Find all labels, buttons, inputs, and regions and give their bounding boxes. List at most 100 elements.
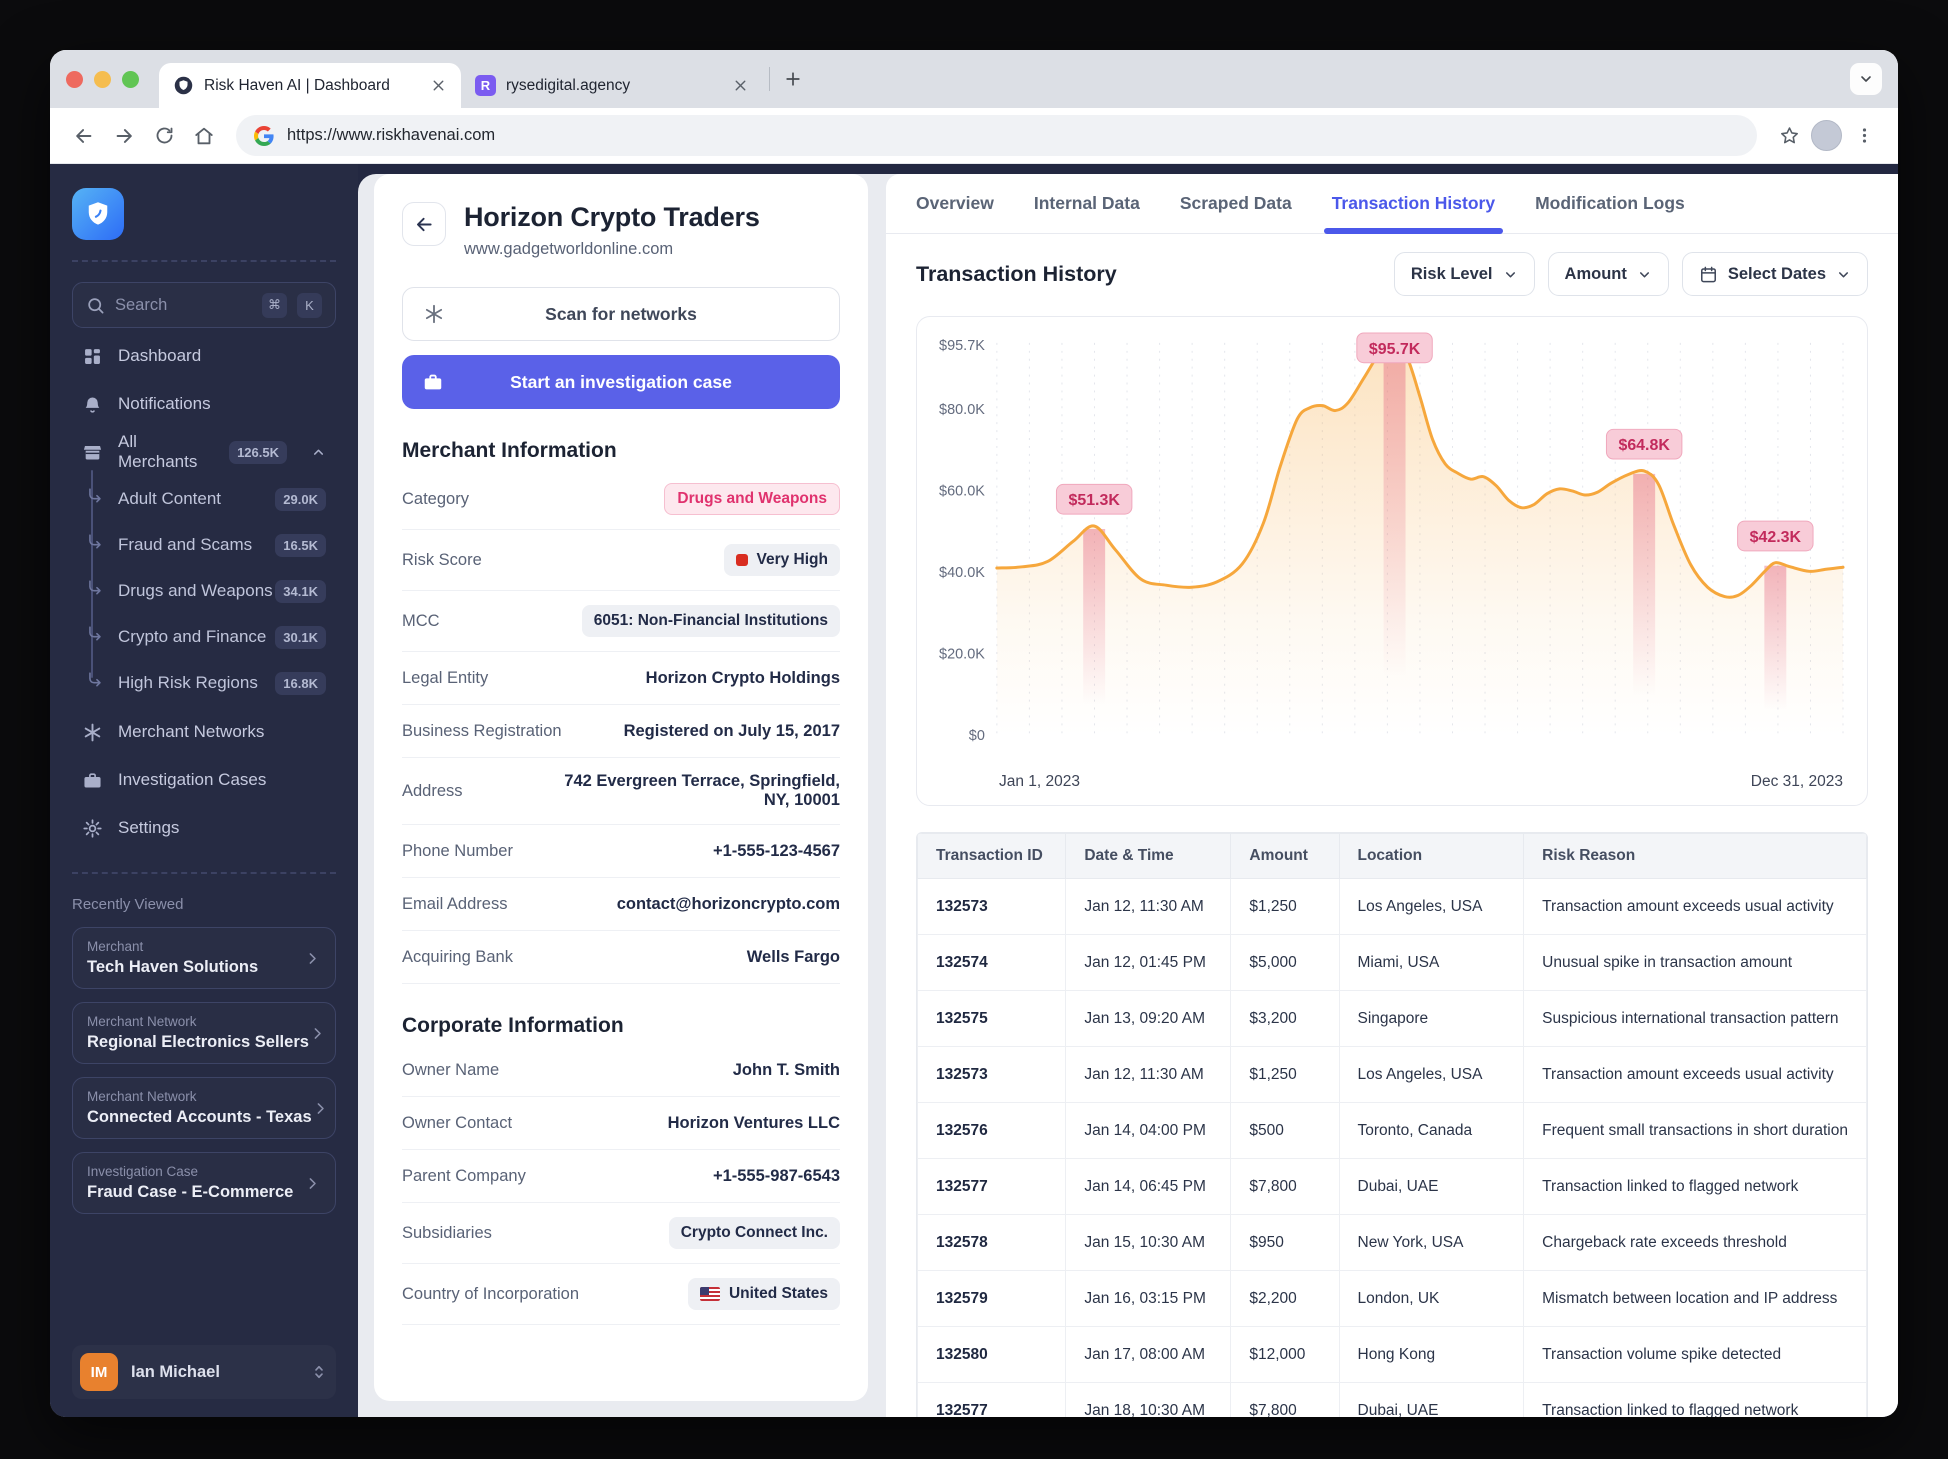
table-row[interactable]: 132573 Jan 12, 11:30 AM $1,250 Los Angeles,… bbox=[917, 1046, 1867, 1103]
info-row-business-registration: Business Registration Registered on July … bbox=[402, 705, 840, 758]
info-row-legal-entity: Legal Entity Horizon Crypto Holdings bbox=[402, 652, 840, 705]
forward-nav-icon[interactable] bbox=[106, 118, 142, 154]
search-box[interactable]: ⌘ K bbox=[72, 282, 336, 328]
sidebar-item-label: Settings bbox=[118, 818, 180, 837]
tab-modification-logs[interactable]: Modification Logs bbox=[1535, 193, 1685, 213]
info-label: Email Address bbox=[402, 894, 508, 913]
us-flag-icon bbox=[699, 1287, 720, 1301]
cell-location: Miami, USA bbox=[1338, 934, 1525, 991]
close-tab-icon[interactable] bbox=[430, 77, 447, 94]
sidebar-item-all-merchants[interactable]: All Merchants 126.5K bbox=[72, 428, 336, 476]
search-icon bbox=[86, 296, 105, 315]
cell-risk-reason: Chargeback rate exceeds threshold bbox=[1523, 1214, 1867, 1271]
filter-risk-level[interactable]: Risk Level bbox=[1393, 252, 1535, 296]
filter-label: Risk Level bbox=[1410, 264, 1493, 283]
tab-transaction-history[interactable]: Transaction History bbox=[1323, 174, 1504, 234]
shortcut-key-cmd: ⌘ bbox=[262, 292, 287, 318]
sidebar-subitem-adult-content[interactable]: Adult Content 29.0K bbox=[72, 476, 336, 522]
filter-select-dates[interactable]: Select Dates bbox=[1681, 252, 1868, 296]
back-button[interactable] bbox=[402, 202, 446, 246]
card-title: Fraud Case - E-Commerce bbox=[87, 1183, 294, 1201]
bookmark-star-icon[interactable] bbox=[1771, 118, 1807, 154]
recently-viewed-card-connected-accounts-texas[interactable]: Merchant Network Connected Accounts - Tex… bbox=[72, 1077, 336, 1139]
table-row[interactable]: 132573 Jan 12, 11:30 AM $1,250 Los Angeles,… bbox=[917, 878, 1867, 935]
transaction-area-chart[interactable]: $95.7K $80.0K $60.0K $40.0K $20.0K $0 $51.3K $9… bbox=[933, 331, 1851, 767]
search-input[interactable] bbox=[115, 295, 252, 315]
section-heading: Corporate Information bbox=[402, 1014, 624, 1037]
start-investigation-button[interactable]: Start an investigation case bbox=[402, 355, 840, 409]
y-tick-label: $40.0K bbox=[939, 565, 985, 581]
recently-viewed-card-fraud-case-e-commerce[interactable]: Investigation Case Fraud Case - E-Commerc… bbox=[72, 1152, 336, 1214]
filter-bar: Risk Level Amount Select Dates bbox=[1393, 252, 1868, 296]
cell-transaction-id: 132574 bbox=[917, 934, 1067, 991]
cell-transaction-id: 132577 bbox=[917, 1382, 1067, 1417]
tab-overview[interactable]: Overview bbox=[916, 193, 994, 213]
tab-search-button[interactable] bbox=[1850, 63, 1882, 95]
sidebar-subitem-high-risk-regions[interactable]: High Risk Regions 16.8K bbox=[72, 660, 336, 706]
home-icon[interactable] bbox=[186, 118, 222, 154]
sidebar-subitem-drugs-and-weapons[interactable]: Drugs and Weapons 34.1K bbox=[72, 568, 336, 614]
sidebar-item-settings[interactable]: Settings bbox=[72, 804, 336, 852]
asterisk-icon bbox=[423, 303, 445, 325]
shortcut-key-k: K bbox=[297, 292, 322, 318]
sidebar-item-notifications[interactable]: Notifications bbox=[72, 380, 336, 428]
card-type-label: Merchant Network bbox=[87, 1089, 197, 1104]
sidebar-subitem-fraud-and-scams[interactable]: Fraud and Scams 16.5K bbox=[72, 522, 336, 568]
profile-avatar[interactable] bbox=[1811, 120, 1842, 151]
sidebar-subitem-label: Drugs and Weapons bbox=[118, 581, 273, 600]
back-nav-icon[interactable] bbox=[66, 118, 102, 154]
sidebar-item-merchant-networks[interactable]: Merchant Networks bbox=[72, 708, 336, 756]
column-header-risk-reason: Risk Reason bbox=[1523, 833, 1867, 879]
table-row[interactable]: 132579 Jan 16, 03:15 PM $2,200 London, UK Mi… bbox=[917, 1270, 1867, 1327]
column-header-location: Location bbox=[1338, 833, 1525, 879]
sidebar-subitem-crypto-and-finance[interactable]: Crypto and Finance 30.1K bbox=[72, 614, 336, 660]
table-row[interactable]: 132578 Jan 15, 10:30 AM $950 New York, USA C… bbox=[917, 1214, 1867, 1271]
tab-scraped-data[interactable]: Scraped Data bbox=[1179, 193, 1292, 213]
sidebar: ⌘ K Dashboard Notifications All Merchants 1… bbox=[50, 164, 358, 1417]
sidebar-nav: Dashboard Notifications All Merchants 126.5… bbox=[72, 332, 336, 852]
close-tab-icon[interactable] bbox=[732, 77, 749, 94]
recently-viewed-card-tech-haven-solutions[interactable]: Merchant Tech Haven Solutions bbox=[72, 927, 336, 989]
detail-tabs-panel: Overview Internal Data Scraped Data Transac… bbox=[886, 174, 1898, 1417]
browser-tab-rysedigital[interactable]: R rysedigital.agency bbox=[461, 63, 763, 108]
recently-viewed-card-regional-electronics-sellers[interactable]: Merchant Network Regional Electronics Sel… bbox=[72, 1002, 336, 1064]
cell-date-time: Jan 18, 10:30 AM bbox=[1065, 1382, 1232, 1417]
column-header-transaction-id: Transaction ID bbox=[917, 833, 1067, 879]
count-badge: 30.1K bbox=[275, 625, 326, 649]
highlight-band bbox=[1764, 565, 1787, 736]
tab-internal-data[interactable]: Internal Data bbox=[1033, 193, 1140, 213]
info-label: Business Registration bbox=[402, 721, 562, 740]
info-value: contact@horizoncrypto.com bbox=[616, 894, 840, 913]
maximize-window-button[interactable] bbox=[122, 70, 139, 88]
cell-risk-reason: Mismatch between location and IP address bbox=[1523, 1270, 1867, 1327]
browser-tab-risk-haven[interactable]: Risk Haven AI | Dashboard bbox=[159, 63, 461, 108]
sidebar-item-investigation-cases[interactable]: Investigation Cases bbox=[72, 756, 336, 804]
info-label: Parent Company bbox=[402, 1166, 526, 1185]
close-window-button[interactable] bbox=[66, 70, 83, 88]
new-tab-button[interactable] bbox=[776, 62, 810, 96]
sidebar-item-label: All Merchants bbox=[118, 432, 198, 471]
table-row[interactable]: 132575 Jan 13, 09:20 AM $3,200 Singapore Sus… bbox=[917, 990, 1867, 1047]
filter-amount[interactable]: Amount bbox=[1547, 252, 1669, 296]
url-bar[interactable]: https://www.riskhavenai.com bbox=[236, 115, 1757, 156]
table-row[interactable]: 132577 Jan 18, 10:30 AM $7,800 Dubai, UAE Tr… bbox=[917, 1382, 1867, 1417]
app-logo-shield-icon[interactable] bbox=[72, 188, 124, 240]
scan-button-label: Scan for networks bbox=[545, 303, 697, 324]
table-row[interactable]: 132577 Jan 14, 06:45 PM $7,800 Dubai, UAE Tr… bbox=[917, 1158, 1867, 1215]
table-row[interactable]: 132580 Jan 17, 08:00 AM $12,000 Hong Kong Tr… bbox=[917, 1326, 1867, 1383]
browser-menu-icon[interactable] bbox=[1846, 118, 1882, 154]
user-menu[interactable]: IM Ian Michael bbox=[72, 1345, 336, 1399]
info-row-owner-contact: Owner Contact Horizon Ventures LLC bbox=[402, 1097, 840, 1150]
cell-location: Los Angeles, USA bbox=[1338, 878, 1525, 935]
url-text: https://www.riskhavenai.com bbox=[287, 126, 496, 144]
info-row-category: Category Drugs and Weapons bbox=[402, 469, 840, 530]
table-row[interactable]: 132574 Jan 12, 01:45 PM $5,000 Miami, USA Un… bbox=[917, 934, 1867, 991]
reload-icon[interactable] bbox=[146, 118, 182, 154]
column-header-date-time: Date & Time bbox=[1065, 833, 1232, 879]
sidebar-item-dashboard[interactable]: Dashboard bbox=[72, 332, 336, 380]
scan-for-networks-button[interactable]: Scan for networks bbox=[402, 287, 840, 341]
info-value: John T. Smith bbox=[732, 1060, 840, 1079]
table-row[interactable]: 132576 Jan 14, 04:00 PM $500 Toronto, Canad… bbox=[917, 1102, 1867, 1159]
dashboard-icon bbox=[82, 346, 103, 367]
minimize-window-button[interactable] bbox=[94, 70, 111, 88]
